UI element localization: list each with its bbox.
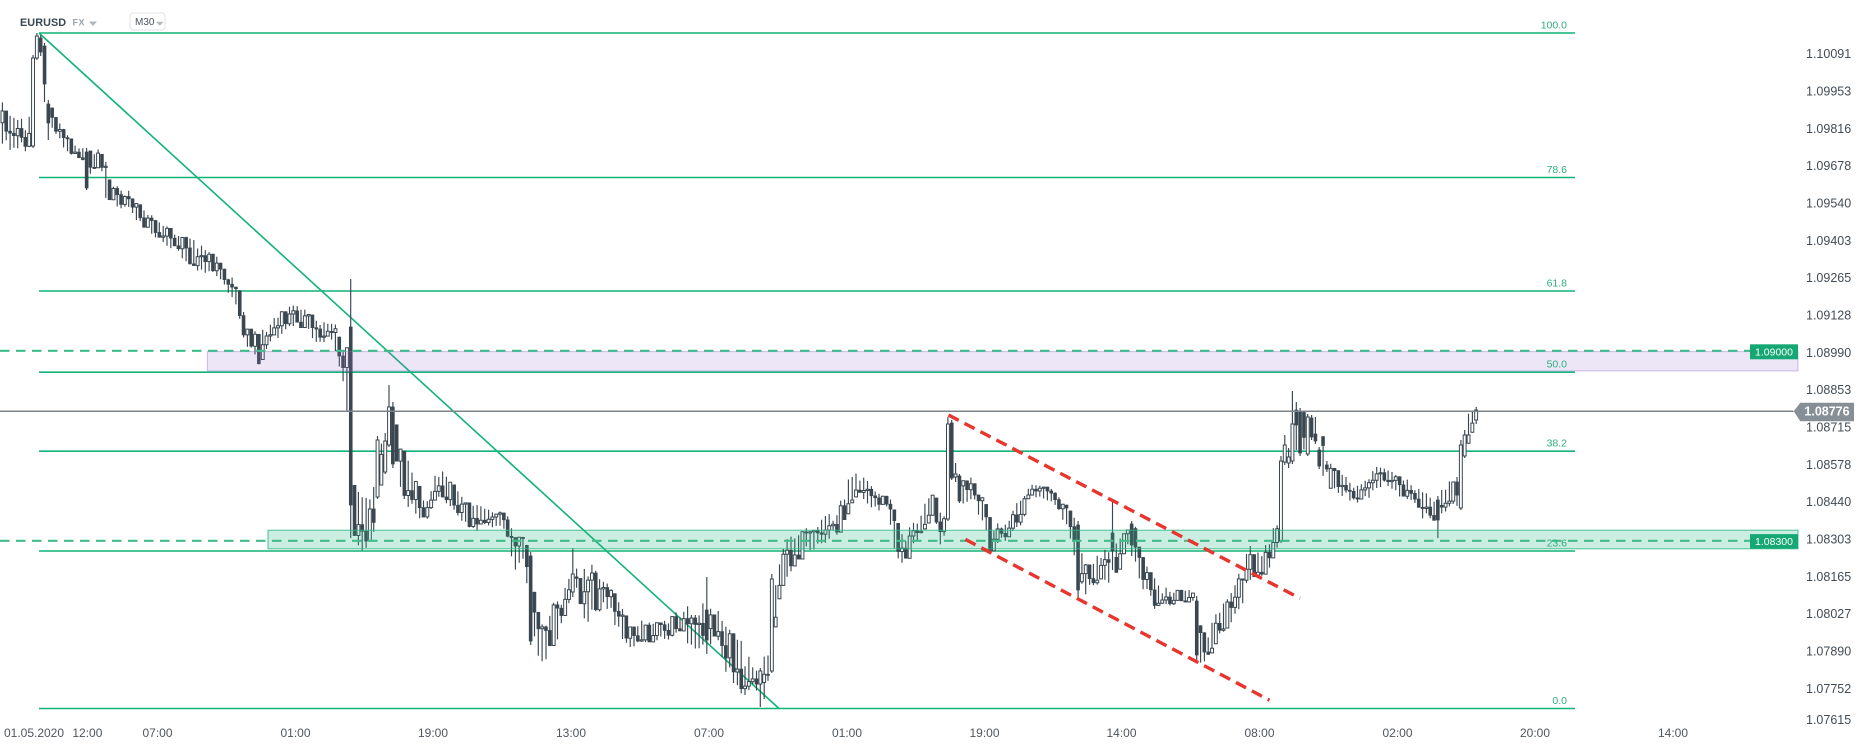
svg-text:1.08578: 1.08578: [1806, 458, 1851, 472]
svg-text:1.08715: 1.08715: [1806, 421, 1851, 435]
svg-text:1.09265: 1.09265: [1806, 271, 1851, 285]
svg-text:78.6: 78.6: [1547, 164, 1568, 176]
svg-text:1.08440: 1.08440: [1806, 495, 1851, 509]
svg-text:01.05.2020: 01.05.2020: [4, 726, 64, 740]
svg-text:01:00: 01:00: [280, 726, 310, 740]
svg-text:1.09953: 1.09953: [1806, 85, 1851, 99]
svg-text:61.8: 61.8: [1547, 278, 1568, 290]
svg-text:1.08776: 1.08776: [1804, 405, 1849, 419]
svg-text:14:00: 14:00: [1106, 726, 1136, 740]
svg-text:50.0: 50.0: [1547, 359, 1568, 371]
svg-text:20:00: 20:00: [1520, 726, 1550, 740]
svg-text:1.10091: 1.10091: [1806, 47, 1851, 61]
svg-text:EURUSD: EURUSD: [20, 17, 66, 29]
svg-text:23.6: 23.6: [1547, 538, 1568, 550]
svg-text:1.07752: 1.07752: [1806, 682, 1851, 696]
svg-text:19:00: 19:00: [969, 726, 999, 740]
svg-text:13:00: 13:00: [556, 726, 586, 740]
svg-text:1.09816: 1.09816: [1806, 122, 1851, 136]
svg-text:07:00: 07:00: [694, 726, 724, 740]
svg-text:1.09128: 1.09128: [1806, 309, 1851, 323]
svg-text:100.0: 100.0: [1541, 20, 1567, 32]
svg-text:14:00: 14:00: [1658, 726, 1688, 740]
svg-text:12:00: 12:00: [72, 726, 102, 740]
svg-text:0.0: 0.0: [1552, 695, 1567, 707]
svg-text:08:00: 08:00: [1244, 726, 1274, 740]
svg-text:1.08303: 1.08303: [1806, 533, 1851, 547]
svg-text:1.09403: 1.09403: [1806, 234, 1851, 248]
svg-text:M30: M30: [135, 17, 155, 28]
svg-text:1.09540: 1.09540: [1806, 197, 1851, 211]
svg-text:01:00: 01:00: [832, 726, 862, 740]
svg-text:19:00: 19:00: [418, 726, 448, 740]
svg-text:1.08990: 1.08990: [1806, 346, 1851, 360]
svg-text:1.07890: 1.07890: [1806, 645, 1851, 659]
svg-text:02:00: 02:00: [1382, 726, 1412, 740]
svg-text:FX: FX: [73, 18, 86, 28]
svg-text:1.08853: 1.08853: [1806, 383, 1851, 397]
svg-text:38.2: 38.2: [1547, 438, 1568, 450]
svg-text:1.08027: 1.08027: [1806, 607, 1851, 621]
svg-text:1.09000: 1.09000: [1755, 347, 1793, 359]
svg-text:1.07615: 1.07615: [1806, 713, 1851, 727]
svg-text:1.08300: 1.08300: [1755, 536, 1793, 548]
svg-text:1.09678: 1.09678: [1806, 159, 1851, 173]
svg-text:07:00: 07:00: [142, 726, 172, 740]
svg-text:1.08165: 1.08165: [1806, 570, 1851, 584]
